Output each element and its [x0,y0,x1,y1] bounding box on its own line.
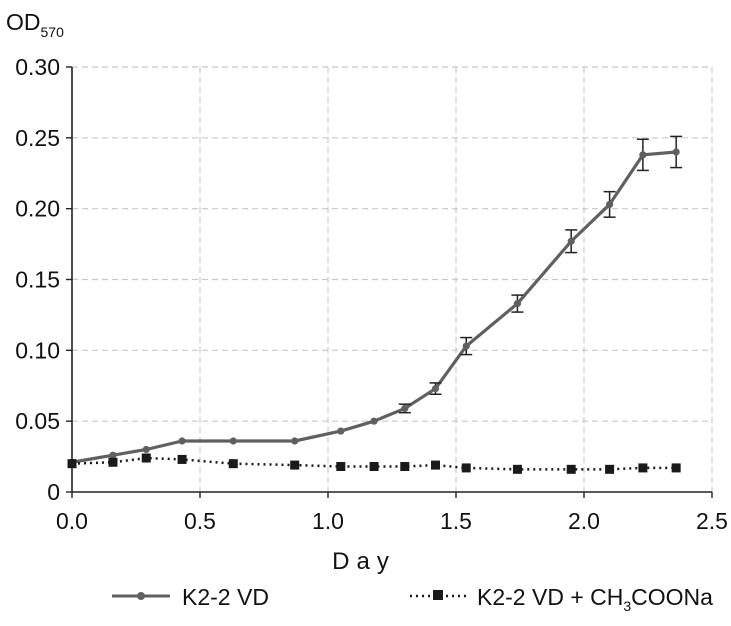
series-k2-2-vd [68,135,683,466]
x-axis-label: Day [332,548,396,575]
legend-label-subscript: 3 [623,598,631,614]
series-k2-2-vd-ch3coona [67,453,681,474]
data-point [605,464,615,474]
legend-marker-k2-2-vd [137,592,145,600]
legend-label-main: K2-2 VD + CH [477,584,623,610]
legend-label-k2-2-vd: K2-2 VD [182,584,269,610]
legend-marker-k2-2-vd-ch3coona [433,590,443,600]
data-point [513,299,522,308]
data-point [672,148,680,156]
x-tick-label: 2.5 [696,508,728,534]
y-tick-label: 0.05 [15,408,60,434]
data-point [369,462,379,471]
legend-item-k2-2-vd: K2-2 VD [112,584,269,610]
data-point [638,463,648,473]
data-point [141,453,151,463]
data-point [108,457,118,467]
data-point [336,462,346,471]
y-tick-label: 0.15 [15,267,60,293]
data-point [639,151,647,159]
axes-layer: 0 0.05 0.10 0.15 0.20 0.25 0.30 0.0 0.5 1.0 1.5 2.0… [15,54,728,534]
y-tick-label: 0.25 [15,125,60,151]
y-tick-label: 0 [47,479,60,505]
x-tick-label: 2.0 [568,508,600,534]
legend-label-tail: COONa [631,584,713,610]
x-tick-label: 1.0 [312,508,344,534]
y-tick-label: 0.10 [15,337,60,363]
series-layer [67,135,683,474]
data-point [109,451,117,459]
data-point [228,459,238,469]
y-tick-label: 0.20 [15,196,60,222]
y-axis-label: OD570 [6,9,64,40]
legend-label-k2-2-vd-ch3coona: K2-2 VD + CH3COONa [477,584,713,614]
data-point [512,464,522,474]
data-point [67,459,77,469]
data-point [401,404,409,413]
y-axis-label-main: OD [6,9,41,35]
y-tick-label: 0.30 [15,54,60,80]
data-point [431,384,440,393]
data-point [370,417,378,425]
data-point [567,237,575,245]
legend: K2-2 VD K2-2 VD + CH3COONa [112,584,713,614]
data-point [142,445,150,454]
data-point [291,437,299,445]
data-point [229,437,237,445]
x-tick-label: 1.5 [440,508,472,534]
x-tick-label: 0.5 [184,508,216,534]
legend-item-k2-2-vd-ch3coona: K2-2 VD + CH3COONa [410,584,713,614]
x-tick-label: 0.0 [56,508,88,534]
series-line [71,150,677,464]
data-point [177,454,187,464]
y-axis-label-subscript: 570 [41,24,65,40]
data-point [461,463,471,473]
data-point [290,460,300,470]
data-point [431,460,441,470]
data-point [566,464,576,474]
data-point [606,200,614,209]
data-point [671,463,681,473]
grid-layer [72,66,713,492]
data-point [462,342,470,350]
data-point [178,437,186,445]
data-point [337,427,345,435]
data-point [400,462,410,471]
